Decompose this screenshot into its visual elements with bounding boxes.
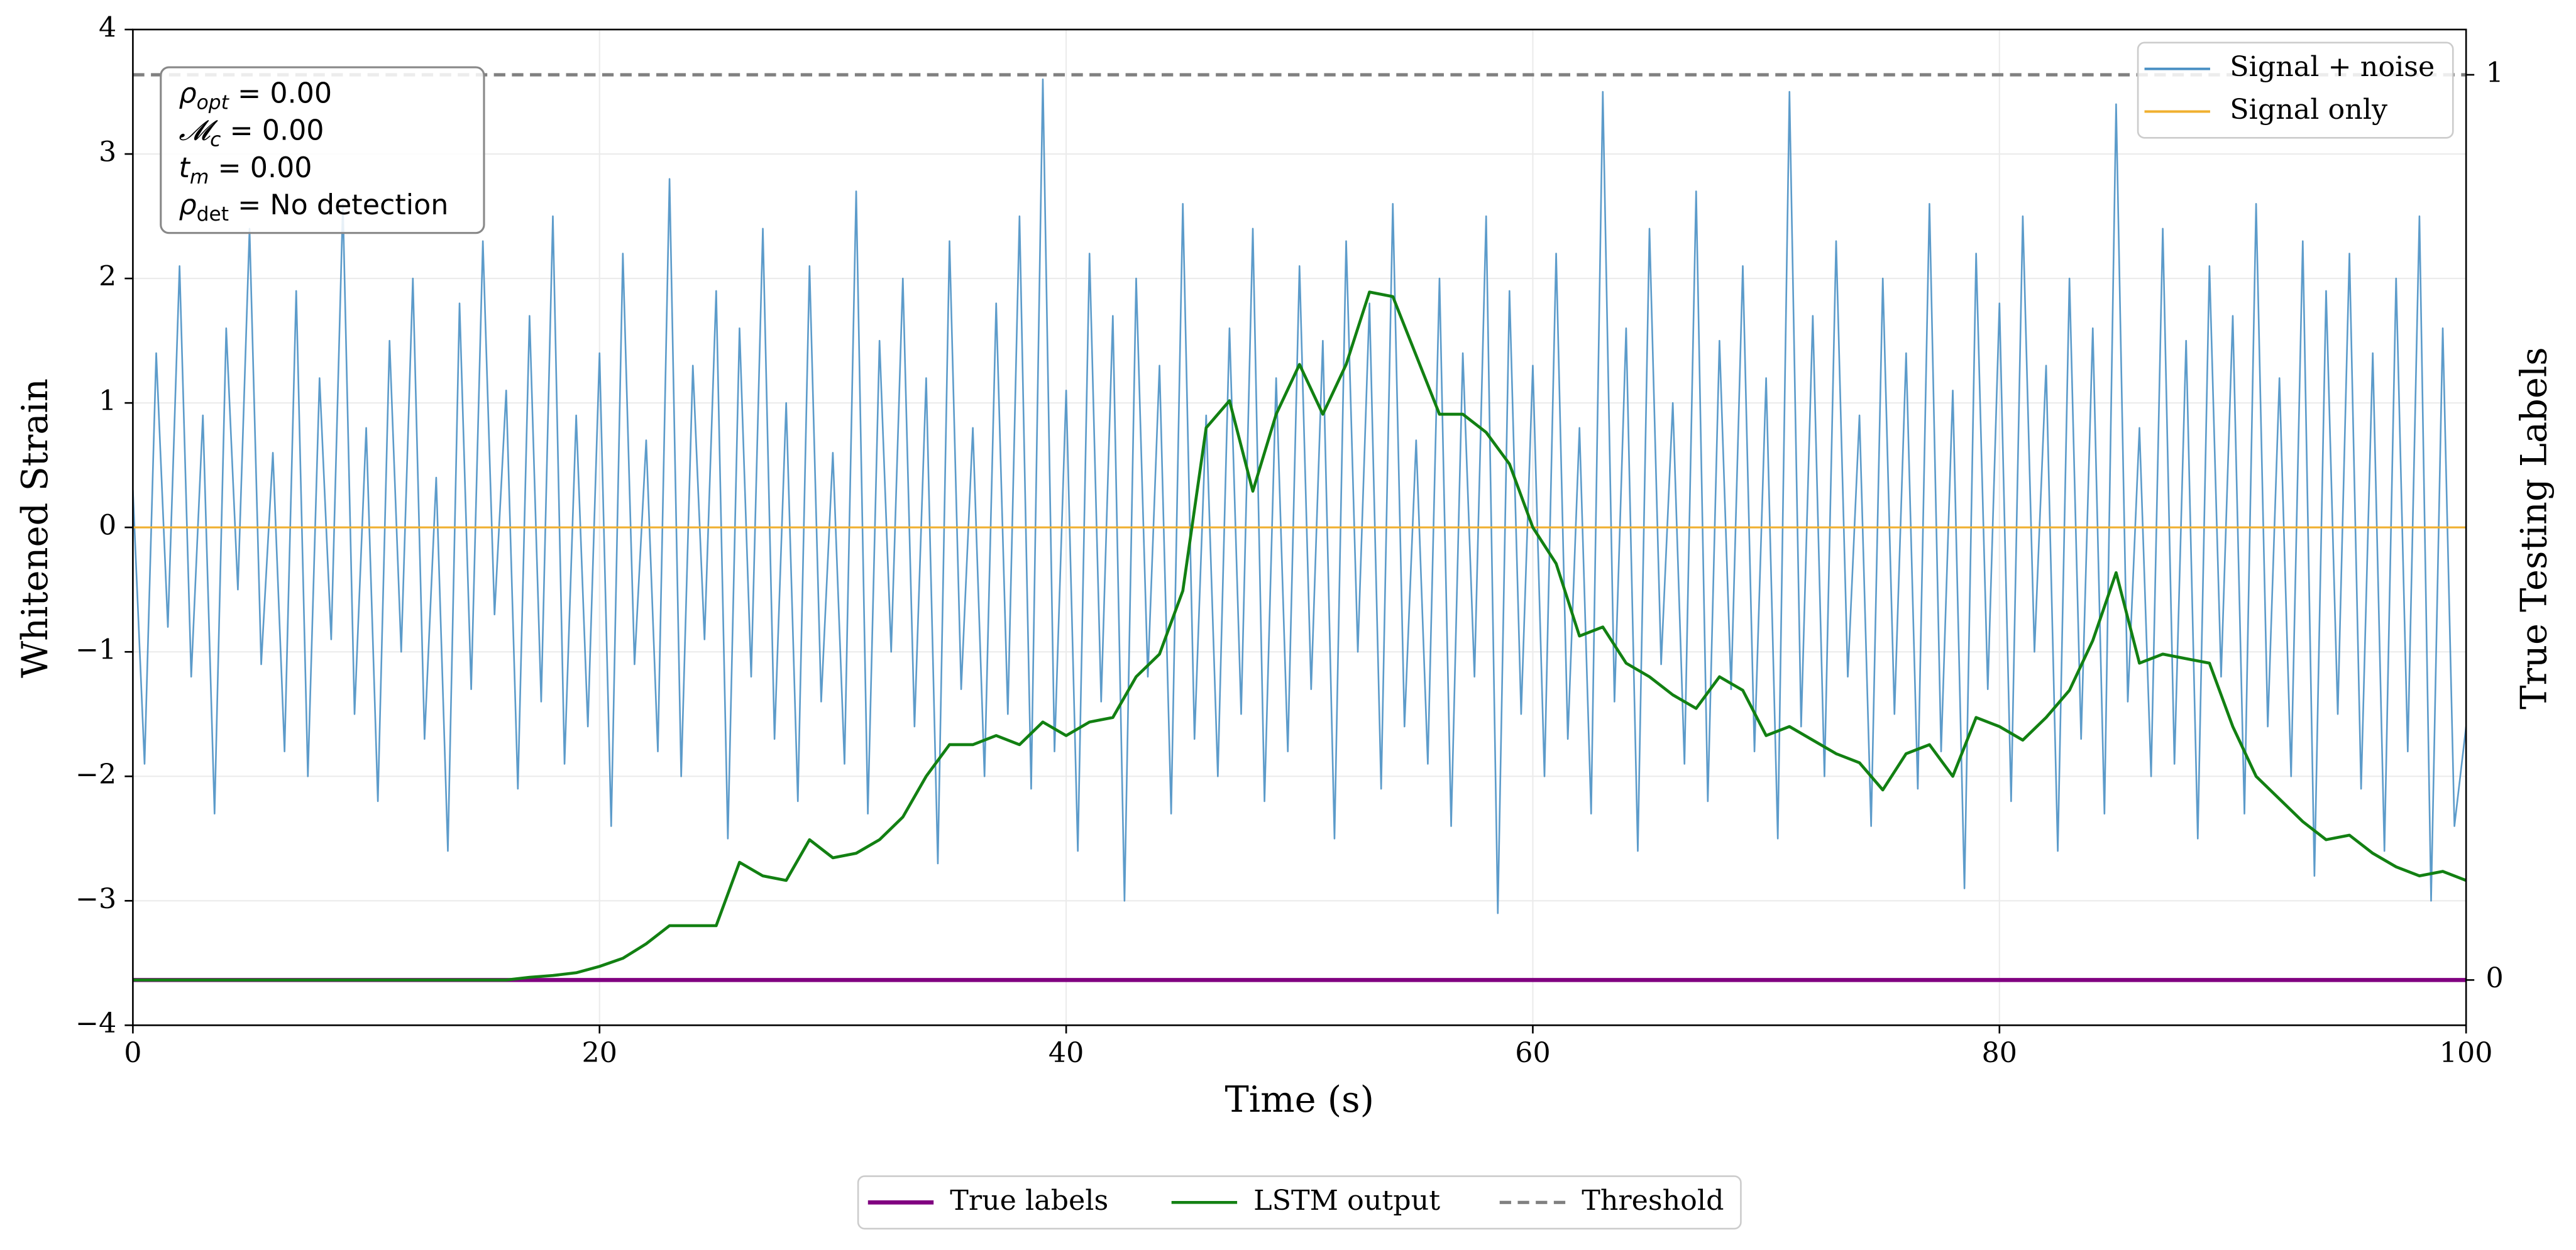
legend-label: Threshold xyxy=(1582,1185,1724,1217)
legend-label: LSTM output xyxy=(1253,1185,1440,1217)
annotation-symbol: ρ xyxy=(179,189,196,221)
legend-box xyxy=(2137,41,2454,139)
y-tick-label: −1 xyxy=(75,634,116,666)
x-axis-label: Time (s) xyxy=(1225,1078,1374,1121)
annotation-text: ρdet = No detection xyxy=(179,189,448,226)
series-line xyxy=(133,290,2467,982)
annotation-value: = 0.00 xyxy=(229,77,332,109)
annotation-subscript: det xyxy=(197,203,229,226)
y-tick-label: 0 xyxy=(99,510,116,542)
annotation-text: 𝓜c = 0.00 xyxy=(179,115,324,151)
annotation-subscript: opt xyxy=(197,91,230,114)
legend-label: Signal + noise xyxy=(2230,51,2435,83)
annotation-value: = 0.00 xyxy=(209,152,312,184)
legend-box xyxy=(857,1175,1742,1230)
y2-tick-label: 0 xyxy=(2485,962,2503,994)
annotation-text: tm = 0.00 xyxy=(179,152,312,189)
y-axis-label: Whitened Strain xyxy=(14,378,56,678)
x-tick-label: 20 xyxy=(582,1037,617,1069)
y2-tick-label: 1 xyxy=(2485,57,2503,89)
y-tick-label: 1 xyxy=(99,385,116,417)
y-tick-label: −2 xyxy=(75,759,116,791)
x-tick-label: 100 xyxy=(2440,1037,2493,1069)
y-tick-label: −4 xyxy=(75,1007,116,1039)
x-tick-label: 0 xyxy=(124,1037,141,1069)
y-tick-label: −3 xyxy=(75,883,116,915)
legend-label: Signal only xyxy=(2230,94,2387,126)
annotation-value: = No detection xyxy=(229,189,448,221)
y2-axis-label: True Testing Labels xyxy=(2513,347,2555,709)
series-line xyxy=(133,78,2467,914)
x-tick-label: 60 xyxy=(1515,1037,1550,1069)
y-tick-label: 4 xyxy=(99,11,116,43)
annotation-value: = 0.00 xyxy=(221,115,324,147)
y-tick-label: 3 xyxy=(99,136,116,168)
legend-label: True labels xyxy=(950,1185,1108,1217)
annotation-subscript: m xyxy=(190,166,209,189)
plot-frame xyxy=(132,28,2467,1026)
x-tick-label: 40 xyxy=(1049,1037,1084,1069)
x-tick-label: 80 xyxy=(1982,1037,2017,1069)
annotation-text: ρopt = 0.00 xyxy=(179,77,332,114)
annotation-symbol: t xyxy=(179,152,190,184)
annotation-symbol: ρ xyxy=(179,77,196,109)
y-tick-label: 2 xyxy=(99,261,116,293)
annotation-subscript: c xyxy=(210,129,221,151)
annotation-box xyxy=(160,66,485,234)
